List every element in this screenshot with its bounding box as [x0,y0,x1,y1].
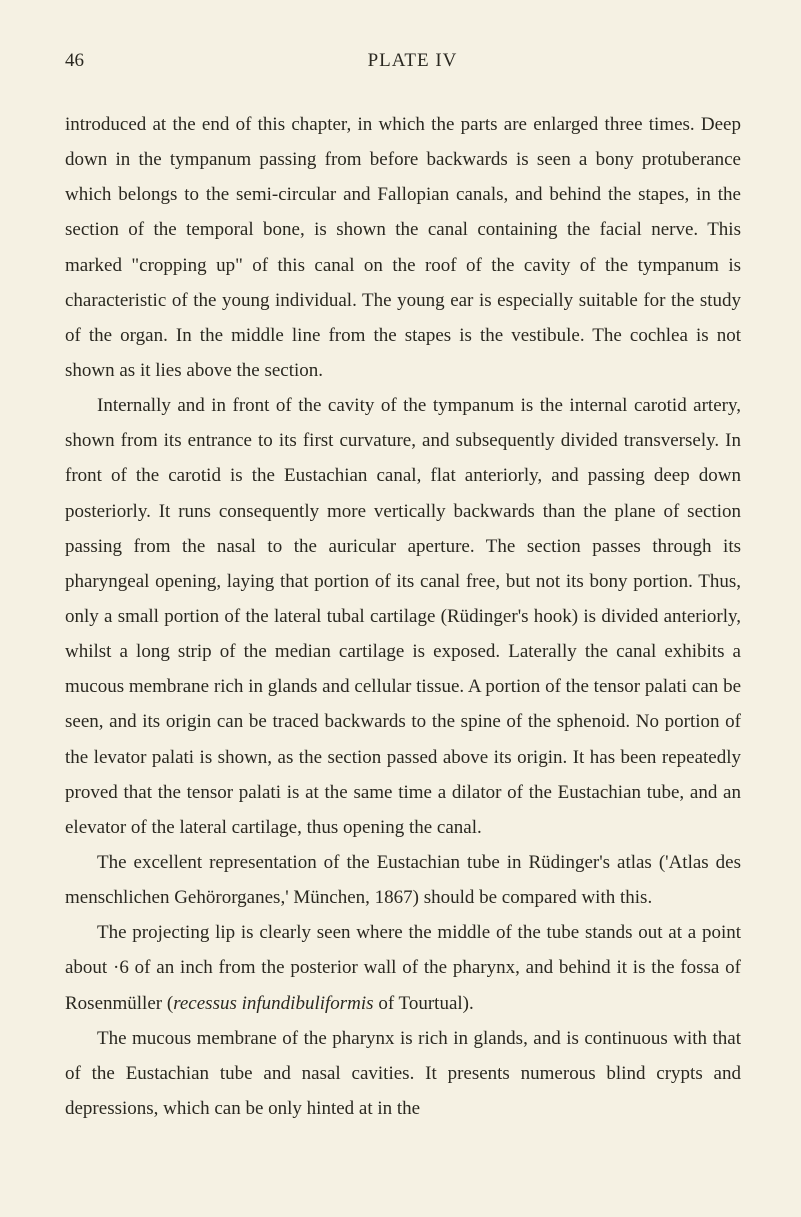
plate-title: PLATE IV [368,50,458,72]
page-number: 46 [65,50,84,72]
paragraph-2: Internally and in front of the cavity of… [65,388,741,845]
page-header: 46 PLATE IV [65,50,741,72]
paragraph-4-part2: of Tourtual). [374,993,474,1014]
paragraph-1: introduced at the end of this chapter, i… [65,107,741,388]
body-text: introduced at the end of this chapter, i… [65,107,741,1126]
paragraph-4-italic: recessus infundibuliformis [173,993,373,1014]
paragraph-5: The mucous membrane of the pharynx is ri… [65,1021,741,1126]
paragraph-3: The excellent representation of the Eust… [65,845,741,915]
paragraph-4: The projecting lip is clearly seen where… [65,915,741,1020]
